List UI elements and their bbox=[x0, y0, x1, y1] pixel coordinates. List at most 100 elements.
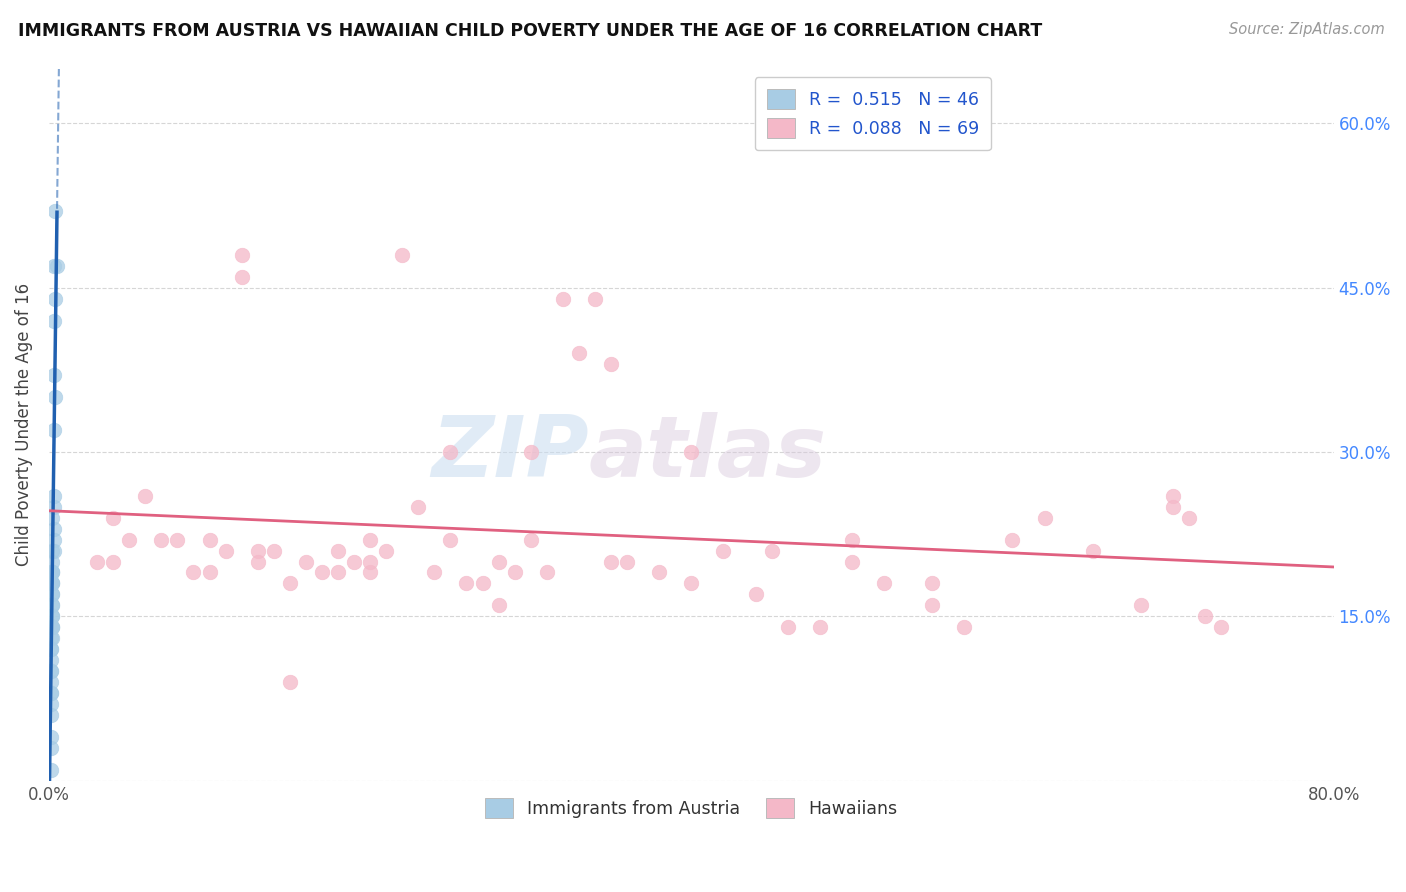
Point bbox=[519, 445, 541, 459]
Point bbox=[198, 566, 221, 580]
Text: atlas: atlas bbox=[589, 411, 827, 494]
Point bbox=[326, 566, 349, 580]
Point bbox=[46, 259, 69, 273]
Y-axis label: Child Poverty Under the Age of 16: Child Poverty Under the Age of 16 bbox=[15, 283, 32, 566]
Point bbox=[39, 730, 62, 744]
Point bbox=[41, 566, 63, 580]
Point bbox=[42, 368, 65, 383]
Point bbox=[439, 533, 461, 547]
Point bbox=[953, 620, 976, 634]
Point bbox=[681, 576, 703, 591]
Point bbox=[118, 533, 141, 547]
Point bbox=[42, 500, 65, 514]
Point bbox=[1194, 609, 1216, 624]
Point bbox=[391, 248, 413, 262]
Text: IMMIGRANTS FROM AUSTRIA VS HAWAIIAN CHILD POVERTY UNDER THE AGE OF 16 CORRELATIO: IMMIGRANTS FROM AUSTRIA VS HAWAIIAN CHIL… bbox=[18, 22, 1042, 40]
Point bbox=[39, 707, 62, 722]
Point bbox=[519, 533, 541, 547]
Text: ZIP: ZIP bbox=[430, 411, 589, 494]
Point bbox=[648, 566, 671, 580]
Point bbox=[42, 423, 65, 437]
Point bbox=[41, 510, 63, 524]
Point bbox=[39, 763, 62, 777]
Point bbox=[39, 675, 62, 690]
Point bbox=[41, 576, 63, 591]
Point bbox=[103, 510, 125, 524]
Point bbox=[681, 445, 703, 459]
Point bbox=[311, 566, 333, 580]
Point bbox=[761, 543, 783, 558]
Point bbox=[39, 697, 62, 711]
Point bbox=[41, 576, 63, 591]
Point bbox=[39, 642, 62, 657]
Point bbox=[41, 620, 63, 634]
Point bbox=[44, 390, 66, 404]
Point bbox=[1178, 510, 1201, 524]
Point bbox=[183, 566, 205, 580]
Point bbox=[1129, 599, 1152, 613]
Point bbox=[295, 555, 318, 569]
Point bbox=[41, 587, 63, 601]
Point bbox=[41, 566, 63, 580]
Point bbox=[921, 599, 943, 613]
Point bbox=[776, 620, 799, 634]
Point bbox=[808, 620, 831, 634]
Point bbox=[841, 533, 863, 547]
Point bbox=[1001, 533, 1024, 547]
Point bbox=[841, 555, 863, 569]
Point bbox=[503, 566, 526, 580]
Point bbox=[42, 543, 65, 558]
Point bbox=[359, 566, 381, 580]
Point bbox=[39, 642, 62, 657]
Point bbox=[408, 500, 430, 514]
Point bbox=[41, 609, 63, 624]
Point bbox=[488, 599, 510, 613]
Point bbox=[1033, 510, 1056, 524]
Point bbox=[42, 313, 65, 327]
Point bbox=[423, 566, 446, 580]
Point bbox=[39, 653, 62, 667]
Point bbox=[536, 566, 558, 580]
Point bbox=[231, 269, 253, 284]
Point bbox=[921, 576, 943, 591]
Point bbox=[1161, 489, 1184, 503]
Point bbox=[39, 664, 62, 678]
Point bbox=[41, 599, 63, 613]
Point bbox=[1161, 500, 1184, 514]
Point bbox=[231, 248, 253, 262]
Point bbox=[1081, 543, 1104, 558]
Point bbox=[343, 555, 366, 569]
Point bbox=[744, 587, 766, 601]
Point bbox=[42, 533, 65, 547]
Point bbox=[41, 631, 63, 645]
Point bbox=[263, 543, 285, 558]
Point bbox=[375, 543, 398, 558]
Point bbox=[568, 346, 591, 360]
Point bbox=[713, 543, 735, 558]
Point bbox=[873, 576, 896, 591]
Point bbox=[166, 533, 188, 547]
Point bbox=[44, 292, 66, 306]
Point bbox=[44, 203, 66, 218]
Point bbox=[39, 664, 62, 678]
Point bbox=[42, 259, 65, 273]
Point bbox=[278, 576, 301, 591]
Point bbox=[41, 566, 63, 580]
Point bbox=[1211, 620, 1233, 634]
Point bbox=[41, 576, 63, 591]
Text: Source: ZipAtlas.com: Source: ZipAtlas.com bbox=[1229, 22, 1385, 37]
Point bbox=[471, 576, 494, 591]
Point bbox=[616, 555, 638, 569]
Point bbox=[41, 599, 63, 613]
Point bbox=[39, 686, 62, 700]
Point bbox=[583, 292, 606, 306]
Point bbox=[39, 631, 62, 645]
Point bbox=[41, 609, 63, 624]
Point bbox=[41, 587, 63, 601]
Point bbox=[439, 445, 461, 459]
Point bbox=[39, 686, 62, 700]
Point bbox=[246, 543, 269, 558]
Point bbox=[359, 555, 381, 569]
Point bbox=[600, 555, 623, 569]
Point bbox=[41, 555, 63, 569]
